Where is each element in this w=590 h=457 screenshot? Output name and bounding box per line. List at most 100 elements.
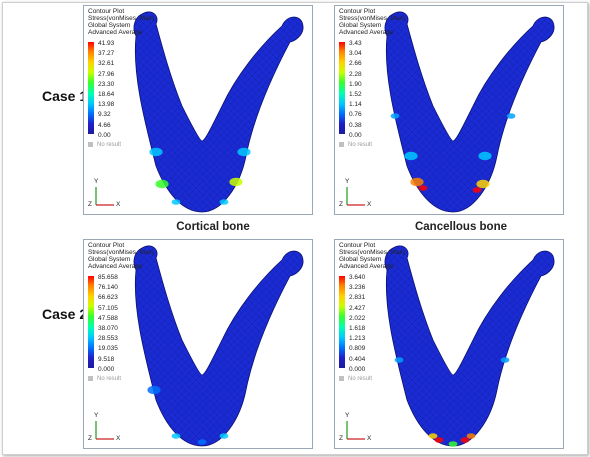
no-result-entry: No result xyxy=(339,376,372,382)
contour-panel-case1-cortical: Contour Plot Stress(vonMises, Max) Globa… xyxy=(83,5,313,215)
legend-tick-value: 28.553 xyxy=(98,335,118,343)
header-line-quantity: Stress(vonMises, Max) xyxy=(88,249,155,256)
legend-tick-value: 19.035 xyxy=(98,345,118,353)
legend-tick-value: 57.105 xyxy=(98,304,118,312)
column-label-cancellous: Cancellous bone xyxy=(414,221,508,233)
stress-hotspot xyxy=(155,179,169,189)
stress-hotspot xyxy=(229,177,243,187)
header-line-system: Global System xyxy=(339,256,382,263)
stress-hotspot xyxy=(171,199,181,205)
axis-y-label: Y xyxy=(345,178,350,185)
mandible-mesh xyxy=(384,245,555,447)
header-line-average: Advanced Average xyxy=(88,29,143,36)
no-result-label: No result xyxy=(97,376,122,383)
no-result-label: No result xyxy=(348,142,373,149)
stress-hotspot xyxy=(472,187,482,193)
legend-tick-value: 3.640 xyxy=(349,274,366,281)
axis-y-label: Y xyxy=(94,412,99,419)
legend-tick-value: 2.427 xyxy=(349,304,366,312)
axis-triad: Y Z X xyxy=(339,178,379,211)
no-result-entry: No result xyxy=(339,142,372,148)
header-line-title: Contour Plot xyxy=(339,242,376,249)
no-result-entry: No result xyxy=(88,376,121,382)
legend-tick-value: 47.588 xyxy=(98,314,118,322)
legend-tick-value: 38.070 xyxy=(98,325,118,332)
legend-tick-value: 27.96 xyxy=(98,70,115,78)
mandible-mesh xyxy=(133,245,304,447)
axis-triad: Y Z X xyxy=(88,178,128,211)
axis-x-label: X xyxy=(367,201,372,208)
stress-hotspot xyxy=(448,441,458,447)
no-result-swatch xyxy=(339,376,344,381)
axis-z-label: Z xyxy=(339,201,343,208)
legend-tick-value: 0.809 xyxy=(349,345,366,353)
stress-hotspot xyxy=(404,151,418,161)
legend-tick-value: 0.000 xyxy=(349,365,366,373)
legend-tick-value: 41.93 xyxy=(98,40,115,47)
legend-tick-value: 0.38 xyxy=(349,121,362,129)
row-label-case-1: Case 1 xyxy=(42,88,88,104)
stress-hotspot xyxy=(428,433,438,439)
axis-x-label: X xyxy=(367,435,372,442)
plot-header: Contour Plot Stress(vonMises, Max) Globa… xyxy=(88,242,154,270)
plot-header: Contour Plot Stress(vonMises, Max) Globa… xyxy=(339,242,405,270)
legend-tick-value: 3.04 xyxy=(349,50,362,58)
stress-hotspot xyxy=(506,113,516,119)
legend-tick-value: 0.00 xyxy=(98,131,111,139)
legend-tick-value: 0.00 xyxy=(349,131,362,139)
no-result-label: No result xyxy=(348,376,373,383)
header-line-title: Contour Plot xyxy=(88,242,125,249)
no-result-swatch xyxy=(88,376,93,381)
axis-x-label: X xyxy=(116,435,121,442)
stress-hotspot xyxy=(147,385,161,395)
legend-tick-value: 2.022 xyxy=(349,314,366,322)
stress-hotspot xyxy=(219,199,229,205)
legend-tick-value: 0.404 xyxy=(349,355,366,363)
stress-hotspots xyxy=(149,147,251,205)
stress-hotspot xyxy=(149,147,163,157)
legend-tick-value: 23.30 xyxy=(98,80,115,88)
axis-y-label: Y xyxy=(94,178,99,185)
plot-header: Contour Plot Stress(vonMises, Max) Globa… xyxy=(88,8,154,36)
axis-triad: Y Z X xyxy=(88,412,128,445)
stress-hotspots xyxy=(394,357,510,447)
stress-hotspot xyxy=(476,179,490,189)
no-result-label: No result xyxy=(97,142,122,149)
no-result-entry: No result xyxy=(88,142,121,148)
legend-tick-value: 32.61 xyxy=(98,60,115,68)
row-label-case-2: Case 2 xyxy=(42,306,88,322)
no-result-swatch xyxy=(88,142,93,147)
axis-triad: Y Z X xyxy=(339,412,379,445)
legend-tick-value: 0.000 xyxy=(98,365,115,373)
plot-header: Contour Plot Stress(vonMises, Max) Globa… xyxy=(339,8,405,36)
stress-hotspot xyxy=(418,185,428,191)
stress-hotspots xyxy=(147,385,229,445)
stress-hotspot xyxy=(500,357,510,363)
stress-hotspot xyxy=(460,437,470,443)
header-line-system: Global System xyxy=(88,256,131,263)
stress-hotspot xyxy=(237,147,251,157)
stress-hotspot xyxy=(478,151,492,161)
legend-tick-value: 0.76 xyxy=(349,111,362,119)
stress-hotspots xyxy=(390,113,516,193)
legend-color-bar xyxy=(88,276,94,368)
header-line-average: Advanced Average xyxy=(88,263,143,270)
stress-hotspot xyxy=(466,433,476,439)
axis-z-label: Z xyxy=(88,201,92,208)
stress-hotspot xyxy=(390,113,400,119)
legend-tick-value: 3.43 xyxy=(349,40,362,47)
header-line-average: Advanced Average xyxy=(339,29,394,36)
axis-y-label: Y xyxy=(345,412,350,419)
legend-tick-value: 66.623 xyxy=(98,294,118,302)
legend-tick-value: 2.66 xyxy=(349,60,362,68)
contour-panel-case2-cancellous: Contour Plot Stress(vonMises, Max) Globa… xyxy=(334,239,564,449)
legend-tick-value: 3.236 xyxy=(349,284,366,292)
legend-color-bar xyxy=(339,276,345,368)
no-result-swatch xyxy=(339,142,344,147)
header-line-quantity: Stress(vonMises, Max) xyxy=(339,15,406,22)
legend-tick-value: 1.52 xyxy=(349,91,362,98)
header-line-system: Global System xyxy=(339,22,382,29)
axis-z-label: Z xyxy=(88,435,92,442)
legend-tick-value: 1.90 xyxy=(349,80,362,88)
column-label-cortical: Cortical bone xyxy=(176,221,250,233)
